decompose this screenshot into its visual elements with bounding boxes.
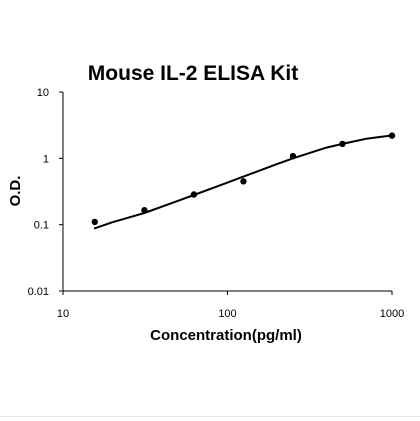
data-point bbox=[289, 152, 297, 160]
y-tick-label: 0.1 bbox=[34, 220, 49, 232]
x-tick-label: 1000 bbox=[380, 308, 404, 320]
data-point bbox=[91, 218, 98, 226]
y-axis-ticks: 0.01 0.1 1 10 bbox=[28, 87, 63, 298]
y-tick-label: 10 bbox=[37, 87, 49, 99]
x-axis-label: Concentration(pg/ml) bbox=[150, 327, 302, 344]
y-axis-label: O.D. bbox=[7, 176, 24, 207]
chart-title: Mouse IL-2 ELISA Kit bbox=[88, 62, 298, 85]
data-point bbox=[339, 140, 346, 148]
x-tick-label: 10 bbox=[57, 308, 69, 320]
y-tick-label: 0.01 bbox=[28, 286, 49, 298]
data-point bbox=[141, 207, 148, 214]
data-point bbox=[190, 191, 198, 198]
data-point bbox=[388, 132, 396, 139]
plot-area: 0.01 0.1 1 10 10 100 1000 bbox=[28, 87, 405, 320]
bottom-divider bbox=[0, 416, 420, 417]
y-tick-label: 1 bbox=[43, 153, 49, 165]
data-point bbox=[240, 178, 247, 185]
data-points-layer bbox=[91, 132, 396, 226]
x-tick-label: 100 bbox=[218, 308, 236, 320]
x-axis-ticks: 10 100 1000 bbox=[57, 291, 404, 320]
